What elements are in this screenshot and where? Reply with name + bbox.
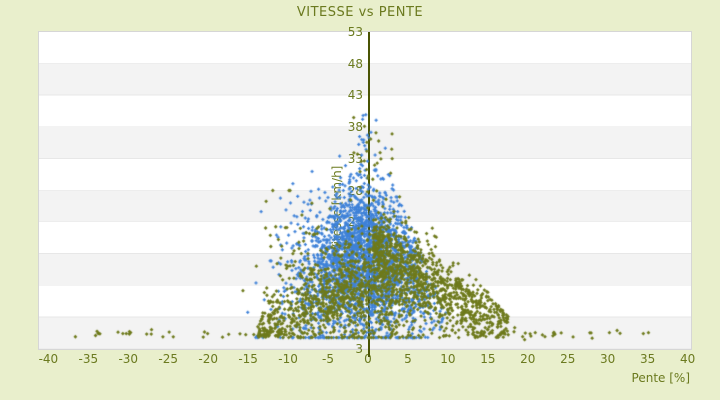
x-tick-label: -30 [118, 352, 139, 366]
y-tick-label: 38 [347, 120, 363, 135]
x-tick-label: 15 [480, 352, 496, 366]
chart-title: VITESSE vs PENTE [296, 5, 424, 20]
x-tick-label: 40 [679, 352, 696, 366]
x-tick-labels: -40 -35 -30 -25 -20 -15 -10 -5 0 5 10 15 20 25 30 35 40 [38, 352, 696, 368]
x-tick-label: -35 [78, 352, 99, 366]
x-tick-label: 30 [600, 352, 616, 366]
plot-area: 53 48 43 38 33 28 23 18 13 8 3 [38, 25, 692, 357]
x-tick-label: 25 [560, 352, 576, 366]
y-tick-label: 53 [347, 25, 363, 39]
y-axis-line [367, 32, 370, 357]
x-tick-label: -20 [198, 352, 218, 366]
x-tick-label: 20 [520, 352, 536, 366]
y-tick-label: 43 [347, 88, 363, 103]
y-tick-label: 3 [355, 342, 363, 356]
x-tick-label: -40 [38, 352, 59, 366]
x-tick-label: -25 [158, 352, 179, 366]
x-tick-label: -15 [238, 352, 258, 366]
y-tick-label: 8 [355, 310, 363, 325]
x-axis-title: Pente [%] [631, 371, 690, 385]
scatter-canvas [39, 32, 691, 349]
x-tick-label: 5 [404, 352, 412, 366]
y-tick-label: 48 [347, 56, 363, 71]
y-axis-title: Vitesse [km/h] [330, 165, 344, 253]
x-tick-label: 35 [640, 352, 656, 366]
y-tick-label: 13 [347, 278, 363, 293]
x-tick-label: 10 [440, 352, 456, 366]
x-tick-label: 0 [364, 352, 372, 366]
x-tick-label: -10 [278, 352, 298, 366]
x-tick-label: -5 [322, 352, 335, 366]
